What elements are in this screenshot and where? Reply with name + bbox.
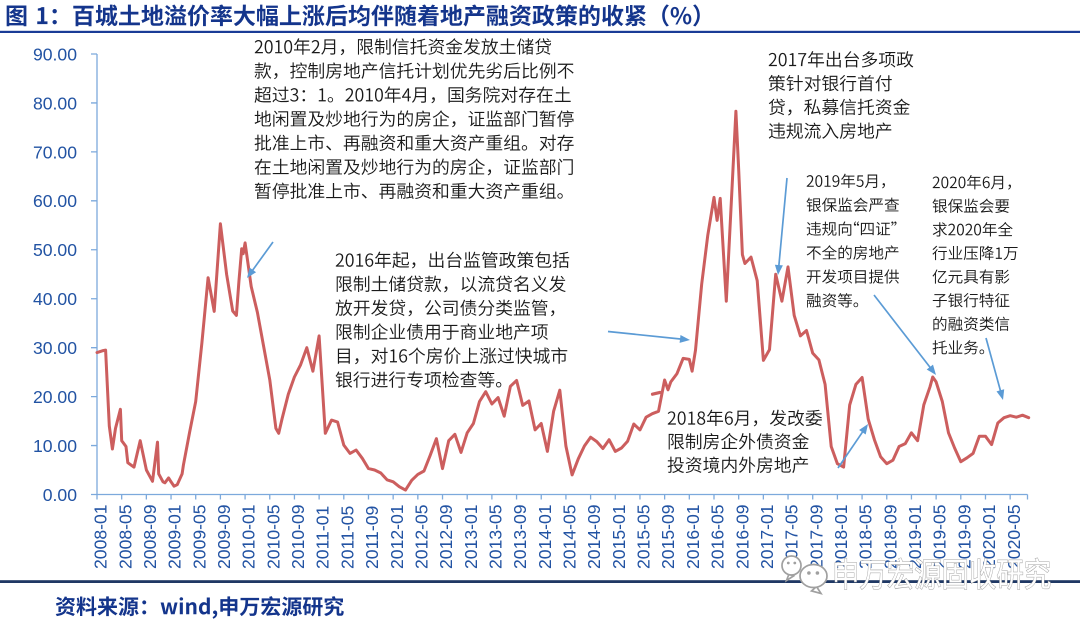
svg-text:2019-01: 2019-01 <box>905 504 925 569</box>
svg-text:2012-01: 2012-01 <box>387 504 407 569</box>
svg-text:2014-01: 2014-01 <box>535 504 555 569</box>
svg-text:60.00: 60.00 <box>33 191 77 211</box>
svg-text:2009-09: 2009-09 <box>214 504 234 569</box>
svg-text:2016-01: 2016-01 <box>683 504 703 569</box>
svg-text:40.00: 40.00 <box>33 289 77 309</box>
svg-text:2010-05: 2010-05 <box>263 504 283 569</box>
svg-text:2019-05: 2019-05 <box>930 504 950 569</box>
svg-text:2011-05: 2011-05 <box>337 506 357 569</box>
svg-text:30.00: 30.00 <box>33 338 77 358</box>
svg-text:2013-09: 2013-09 <box>510 504 530 569</box>
svg-text:2008-05: 2008-05 <box>115 504 135 569</box>
svg-text:2016-09: 2016-09 <box>732 504 752 569</box>
svg-text:2012-09: 2012-09 <box>436 504 456 569</box>
svg-text:2009-01: 2009-01 <box>165 504 185 569</box>
svg-text:2017-01: 2017-01 <box>757 504 777 569</box>
svg-text:2020-01: 2020-01 <box>979 504 999 569</box>
svg-text:2008-09: 2008-09 <box>140 504 160 569</box>
svg-text:2020-05: 2020-05 <box>1004 504 1024 569</box>
svg-text:2011-01: 2011-01 <box>313 506 333 569</box>
svg-text:2010-09: 2010-09 <box>288 504 308 569</box>
svg-text:2013-01: 2013-01 <box>461 504 481 569</box>
svg-text:2010-01: 2010-01 <box>239 504 259 569</box>
svg-text:2017-05: 2017-05 <box>782 504 802 569</box>
svg-text:2015-05: 2015-05 <box>634 504 654 569</box>
svg-text:2014-09: 2014-09 <box>584 504 604 569</box>
svg-text:2018-05: 2018-05 <box>856 504 876 569</box>
svg-text:2013-05: 2013-05 <box>485 504 505 569</box>
svg-text:2008-01: 2008-01 <box>91 504 111 569</box>
svg-text:2017-09: 2017-09 <box>806 504 826 569</box>
svg-text:2019-09: 2019-09 <box>954 504 974 569</box>
svg-text:20.00: 20.00 <box>33 387 77 407</box>
svg-text:0.00: 0.00 <box>43 485 77 505</box>
svg-text:2009-05: 2009-05 <box>189 504 209 569</box>
svg-text:2016-05: 2016-05 <box>708 504 728 569</box>
svg-text:2011-09: 2011-09 <box>362 506 382 569</box>
svg-text:2015-01: 2015-01 <box>609 504 629 569</box>
svg-text:2014-05: 2014-05 <box>560 504 580 569</box>
svg-text:80.00: 80.00 <box>33 93 77 113</box>
svg-text:10.00: 10.00 <box>33 436 77 456</box>
svg-text:70.00: 70.00 <box>33 142 77 162</box>
svg-text:2015-09: 2015-09 <box>658 504 678 569</box>
svg-text:2018-09: 2018-09 <box>880 504 900 569</box>
svg-text:50.00: 50.00 <box>33 240 77 260</box>
svg-text:2012-05: 2012-05 <box>411 504 431 569</box>
svg-text:90.00: 90.00 <box>33 44 77 64</box>
svg-text:2018-01: 2018-01 <box>831 504 851 569</box>
